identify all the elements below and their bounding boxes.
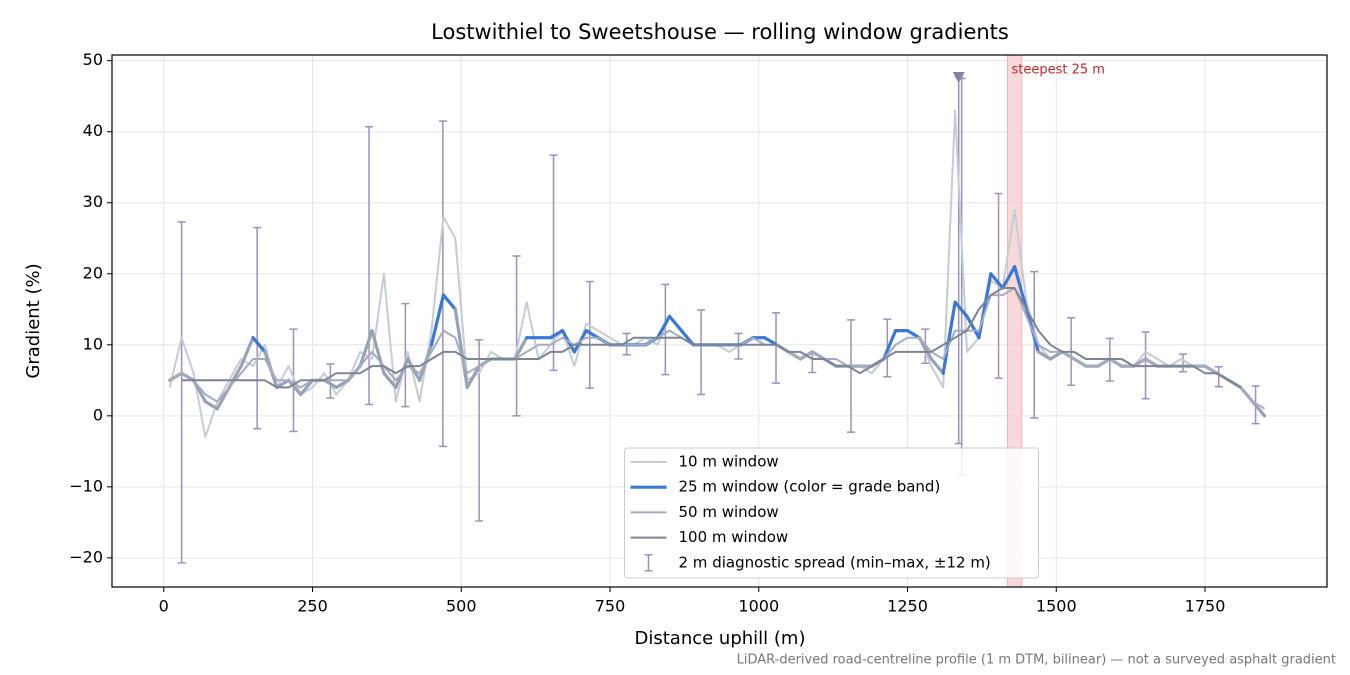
line-segment bbox=[965, 314, 981, 340]
line-segment bbox=[239, 336, 255, 368]
line-segment bbox=[1013, 265, 1029, 311]
line-segment bbox=[905, 328, 922, 340]
line-segment bbox=[334, 378, 350, 390]
line-segment bbox=[358, 328, 374, 368]
line-segment bbox=[989, 272, 1005, 290]
highlight-label: steepest 25 m bbox=[1011, 63, 1104, 78]
legend-box bbox=[624, 447, 1039, 579]
line-segment bbox=[382, 371, 398, 390]
line-segment bbox=[679, 328, 695, 347]
legend-label: 50 m window bbox=[679, 503, 779, 521]
y-tick-label: 10 bbox=[83, 334, 103, 353]
line-segment bbox=[465, 364, 481, 390]
line-segment bbox=[656, 314, 672, 340]
legend-label: 2 m diagnostic spread (min–max, ±12 m) bbox=[679, 553, 991, 571]
line-segment bbox=[441, 293, 457, 311]
series-line bbox=[181, 287, 1242, 389]
legend-label: 10 m window bbox=[679, 453, 779, 471]
line-segment bbox=[548, 328, 565, 340]
y-tick-label: 0 bbox=[93, 405, 103, 424]
x-tick-label: 1000 bbox=[738, 597, 779, 616]
x-axis-label: Distance uphill (m) bbox=[635, 628, 806, 649]
x-tick-label: 1750 bbox=[1185, 597, 1226, 616]
y-tick-label: 40 bbox=[83, 121, 103, 140]
footnote: LiDAR-derived road-centreline profile (1… bbox=[737, 653, 1336, 668]
line-segment bbox=[287, 378, 303, 397]
line-segment bbox=[251, 336, 267, 354]
line-segment bbox=[203, 400, 219, 411]
y-axis-label: Gradient (%) bbox=[23, 263, 44, 378]
peak-marker bbox=[952, 72, 965, 84]
line-segment bbox=[1251, 400, 1267, 418]
y-tick-label: −10 bbox=[69, 476, 103, 495]
y-tick-label: −20 bbox=[69, 547, 103, 566]
x-tick-label: 250 bbox=[297, 597, 328, 616]
line-segment bbox=[1048, 350, 1064, 361]
legend-label: 25 m window (color = grade band) bbox=[679, 478, 941, 496]
x-tick-label: 0 bbox=[159, 597, 169, 616]
chart-title: Lostwithiel to Sweetshouse — rolling win… bbox=[431, 20, 1009, 44]
line-segment bbox=[667, 314, 684, 333]
line-segment bbox=[584, 328, 600, 340]
line-segment bbox=[763, 336, 779, 347]
line-segment bbox=[299, 378, 315, 397]
x-tick-label: 500 bbox=[446, 597, 477, 616]
line-segment bbox=[275, 378, 291, 390]
x-tick-label: 1250 bbox=[887, 597, 928, 616]
y-tick-label: 50 bbox=[83, 50, 103, 69]
x-tick-label: 1500 bbox=[1036, 597, 1077, 616]
line-segment bbox=[1001, 265, 1017, 290]
line-segment bbox=[453, 307, 469, 390]
line-segment bbox=[929, 357, 945, 375]
y-tick-label: 20 bbox=[83, 263, 103, 282]
line-segment bbox=[513, 336, 529, 361]
line-segment bbox=[1036, 350, 1052, 361]
line-segment bbox=[953, 300, 969, 318]
y-tick-label: 30 bbox=[83, 192, 103, 211]
line-segment bbox=[941, 300, 957, 375]
line-segment bbox=[429, 293, 446, 347]
plot-frame bbox=[111, 54, 1328, 588]
line-segment bbox=[882, 328, 898, 361]
legend-label: 100 m window bbox=[679, 528, 789, 546]
x-tick-label: 750 bbox=[595, 597, 626, 616]
line-segment bbox=[322, 378, 338, 390]
